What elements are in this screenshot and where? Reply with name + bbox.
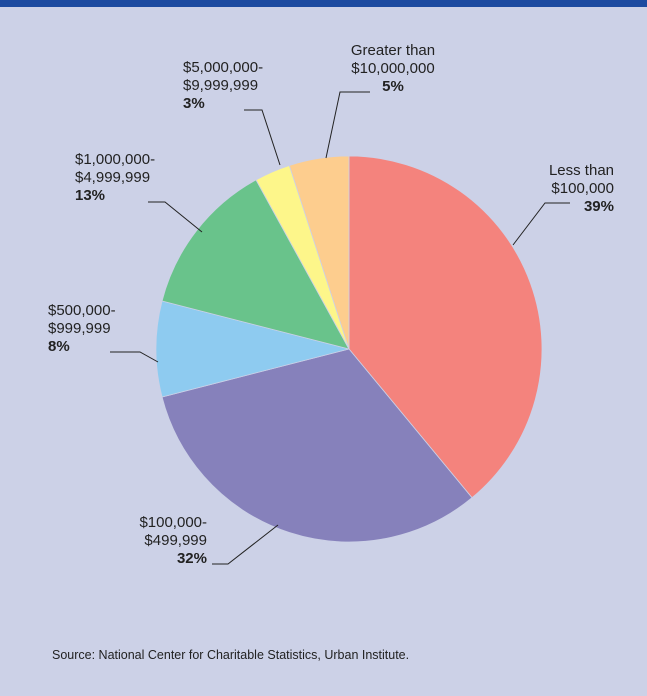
slice-label-1: $499,999	[144, 532, 207, 549]
slice-label-5: $10,000,000	[351, 60, 434, 77]
slice-label-0: Less than	[549, 162, 614, 179]
slice-label-0: $100,000	[551, 180, 614, 197]
slice-label-5: Greater than	[351, 42, 435, 59]
leader-line-1	[212, 524, 279, 565]
slice-label-3: $4,999,999	[75, 169, 150, 186]
pie-slice-0	[348, 155, 543, 499]
slice-percent-label-1: 32%	[177, 550, 207, 567]
slice-label-4: $5,000,000-	[183, 59, 263, 76]
leader-line-0	[512, 202, 570, 246]
leader-line-4	[244, 109, 281, 166]
slice-label-2: $999,999	[48, 320, 111, 337]
leader-line-3	[148, 201, 203, 233]
pie-slice-1	[161, 348, 473, 543]
source-note: Source: National Center for Charitable S…	[52, 648, 410, 662]
pie-slice-3	[161, 179, 350, 350]
slice-label-2: $500,000-	[48, 302, 116, 319]
slice-percent-label-5: 5%	[382, 78, 404, 95]
slice-label-1: $100,000-	[139, 514, 207, 531]
slice-label-4: $9,999,999	[183, 77, 258, 94]
leader-line-5	[325, 91, 370, 159]
pie-slice-5	[288, 155, 350, 350]
slice-percent-label-0: 39%	[584, 198, 614, 215]
leader-line-2	[110, 351, 159, 363]
slice-label-3: $1,000,000-	[75, 151, 155, 168]
slice-percent-label-4: 3%	[183, 95, 205, 112]
pie-slice-2	[155, 300, 350, 398]
slice-percent-label-2: 8%	[48, 338, 70, 355]
top-bar	[0, 0, 647, 7]
slice-percent-label-3: 13%	[75, 187, 105, 204]
